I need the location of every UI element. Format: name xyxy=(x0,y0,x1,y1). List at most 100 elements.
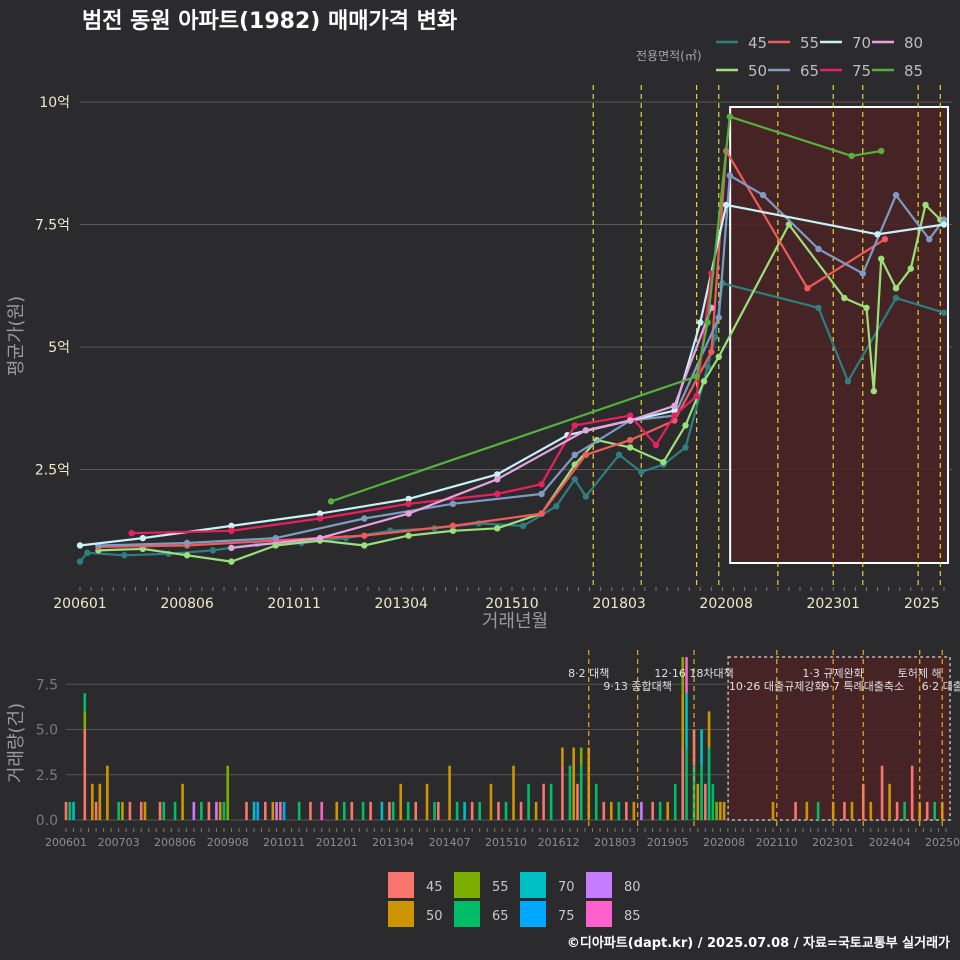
volume-bar-65 xyxy=(297,801,301,820)
volume-bar-45 xyxy=(437,801,440,820)
data-point-75 xyxy=(626,412,634,419)
data-point-50 xyxy=(715,353,722,360)
data-point-85 xyxy=(726,113,734,120)
data-point-70 xyxy=(671,407,678,414)
volume-bar-65 xyxy=(433,801,436,820)
data-point-50 xyxy=(878,255,885,262)
data-point-45 xyxy=(844,378,852,385)
data-point-70 xyxy=(228,522,235,530)
x-tick-label: 200806 xyxy=(160,596,214,612)
volume-bar-65 xyxy=(342,801,346,820)
volume-bar-50 xyxy=(218,801,222,820)
volume-bar-50 xyxy=(512,765,515,820)
volume-bar-65 xyxy=(549,783,553,820)
bar-x-tick-label: 202301 xyxy=(812,836,854,849)
data-point-50 xyxy=(449,527,457,534)
volume-bar-45 xyxy=(602,801,606,820)
bar-x-tick-label: 200601 xyxy=(45,836,87,849)
volume-bar-65 xyxy=(673,783,677,820)
volume-bar-75 xyxy=(282,801,286,820)
data-point-50 xyxy=(660,458,667,466)
volume-bar-65 xyxy=(685,747,688,820)
line-chart: 2.5억 5억 7.5억 10억 200601 200806 201011 201304 201… xyxy=(35,85,952,612)
volume-bar-50 xyxy=(722,801,726,820)
bar-x-tick-label: 202110 xyxy=(756,836,798,849)
x-tick-label: 2025 xyxy=(904,596,940,612)
data-point-65 xyxy=(538,490,545,498)
data-point-50 xyxy=(841,294,848,302)
x-tick-label: 201304 xyxy=(375,596,429,612)
volume-bar-65 xyxy=(692,765,696,820)
volume-bar-65 xyxy=(594,783,598,820)
volume-bar-50 xyxy=(609,801,613,820)
volume-bar-75 xyxy=(256,801,260,820)
bar-legend-label-50: 50 xyxy=(426,909,443,924)
y-axis-label: 평균가(원) xyxy=(6,296,27,376)
legend-label-70: 70 xyxy=(852,34,871,52)
data-point-55 xyxy=(582,451,590,458)
event-label: 6·2 대출 xyxy=(922,680,960,693)
volume-bar-50 xyxy=(143,801,147,820)
volume-bar-45 xyxy=(350,801,354,820)
bar-legend-swatch-70 xyxy=(520,872,546,898)
volume-bar-65 xyxy=(361,801,365,820)
volume-bar-50 xyxy=(850,801,854,820)
volume-bar-65 xyxy=(173,801,177,820)
data-point-65 xyxy=(759,191,767,199)
footer-credit: ©디아파트(dapt.kr) / 2025.07.08 / 자료=국토교통부 실… xyxy=(567,935,950,951)
data-point-65 xyxy=(726,172,734,179)
volume-bar-45 xyxy=(388,801,391,820)
line-legend: 45 55 70 80 50 65 75 85 xyxy=(716,34,923,80)
data-point-50 xyxy=(494,525,501,532)
event-label: 토허제 해 xyxy=(898,666,942,680)
x-tick-label: 200601 xyxy=(53,596,106,612)
volume-bar-65 xyxy=(579,765,583,820)
bar-x-tick-label: 201407 xyxy=(429,836,471,849)
data-point-75 xyxy=(652,441,660,449)
volume-bar-45 xyxy=(651,801,654,820)
data-point-65 xyxy=(183,539,191,547)
volume-bar-50 xyxy=(335,801,339,820)
volume-bar-70 xyxy=(685,693,688,748)
volume-bar-45 xyxy=(681,747,685,820)
volume-bar-50 xyxy=(869,801,873,820)
volume-bar-45 xyxy=(542,783,545,820)
data-point-75 xyxy=(405,500,412,507)
volume-bar-50 xyxy=(707,711,711,748)
bar-y-tick-label: 0.0 xyxy=(36,813,58,829)
legend-label-85: 85 xyxy=(904,62,923,80)
volume-bar-45 xyxy=(264,801,267,820)
volume-bar-65 xyxy=(406,801,410,820)
data-point-45 xyxy=(519,522,527,530)
data-point-80 xyxy=(228,544,235,552)
legend-label-80: 80 xyxy=(904,34,923,52)
data-point-55 xyxy=(538,510,545,517)
event-label: 1·3 규제완화 xyxy=(802,667,863,680)
volume-bar-45 xyxy=(128,801,132,820)
event-label: 9·7 특례대출축소 xyxy=(822,680,904,693)
data-point-45 xyxy=(815,304,822,311)
data-point-70 xyxy=(494,471,501,478)
volume-bar-50 xyxy=(771,801,775,820)
volume-bar-85 xyxy=(320,801,324,820)
bar-legend-label-65: 65 xyxy=(492,909,509,924)
data-point-70 xyxy=(874,231,881,238)
legend-label-75: 75 xyxy=(852,62,871,80)
volume-bar-65 xyxy=(903,801,906,820)
volume-bar-65 xyxy=(222,801,226,820)
volume-bar-65 xyxy=(68,801,72,820)
data-point-50 xyxy=(183,552,191,559)
data-point-85 xyxy=(693,373,700,380)
volume-bar-45 xyxy=(83,729,87,820)
volume-bar-55 xyxy=(226,765,230,820)
bar-x-tick-label: 200703 xyxy=(98,836,140,849)
volume-bar-50 xyxy=(572,747,575,820)
volume-bar-65 xyxy=(707,747,711,820)
bar-x-tick-label: 202507 xyxy=(925,836,960,849)
data-point-45 xyxy=(571,476,578,483)
volume-bar-50 xyxy=(587,747,591,820)
volume-bar-45 xyxy=(704,783,707,820)
y-tick-label: 2.5억 xyxy=(35,463,70,479)
data-point-45 xyxy=(892,294,900,302)
